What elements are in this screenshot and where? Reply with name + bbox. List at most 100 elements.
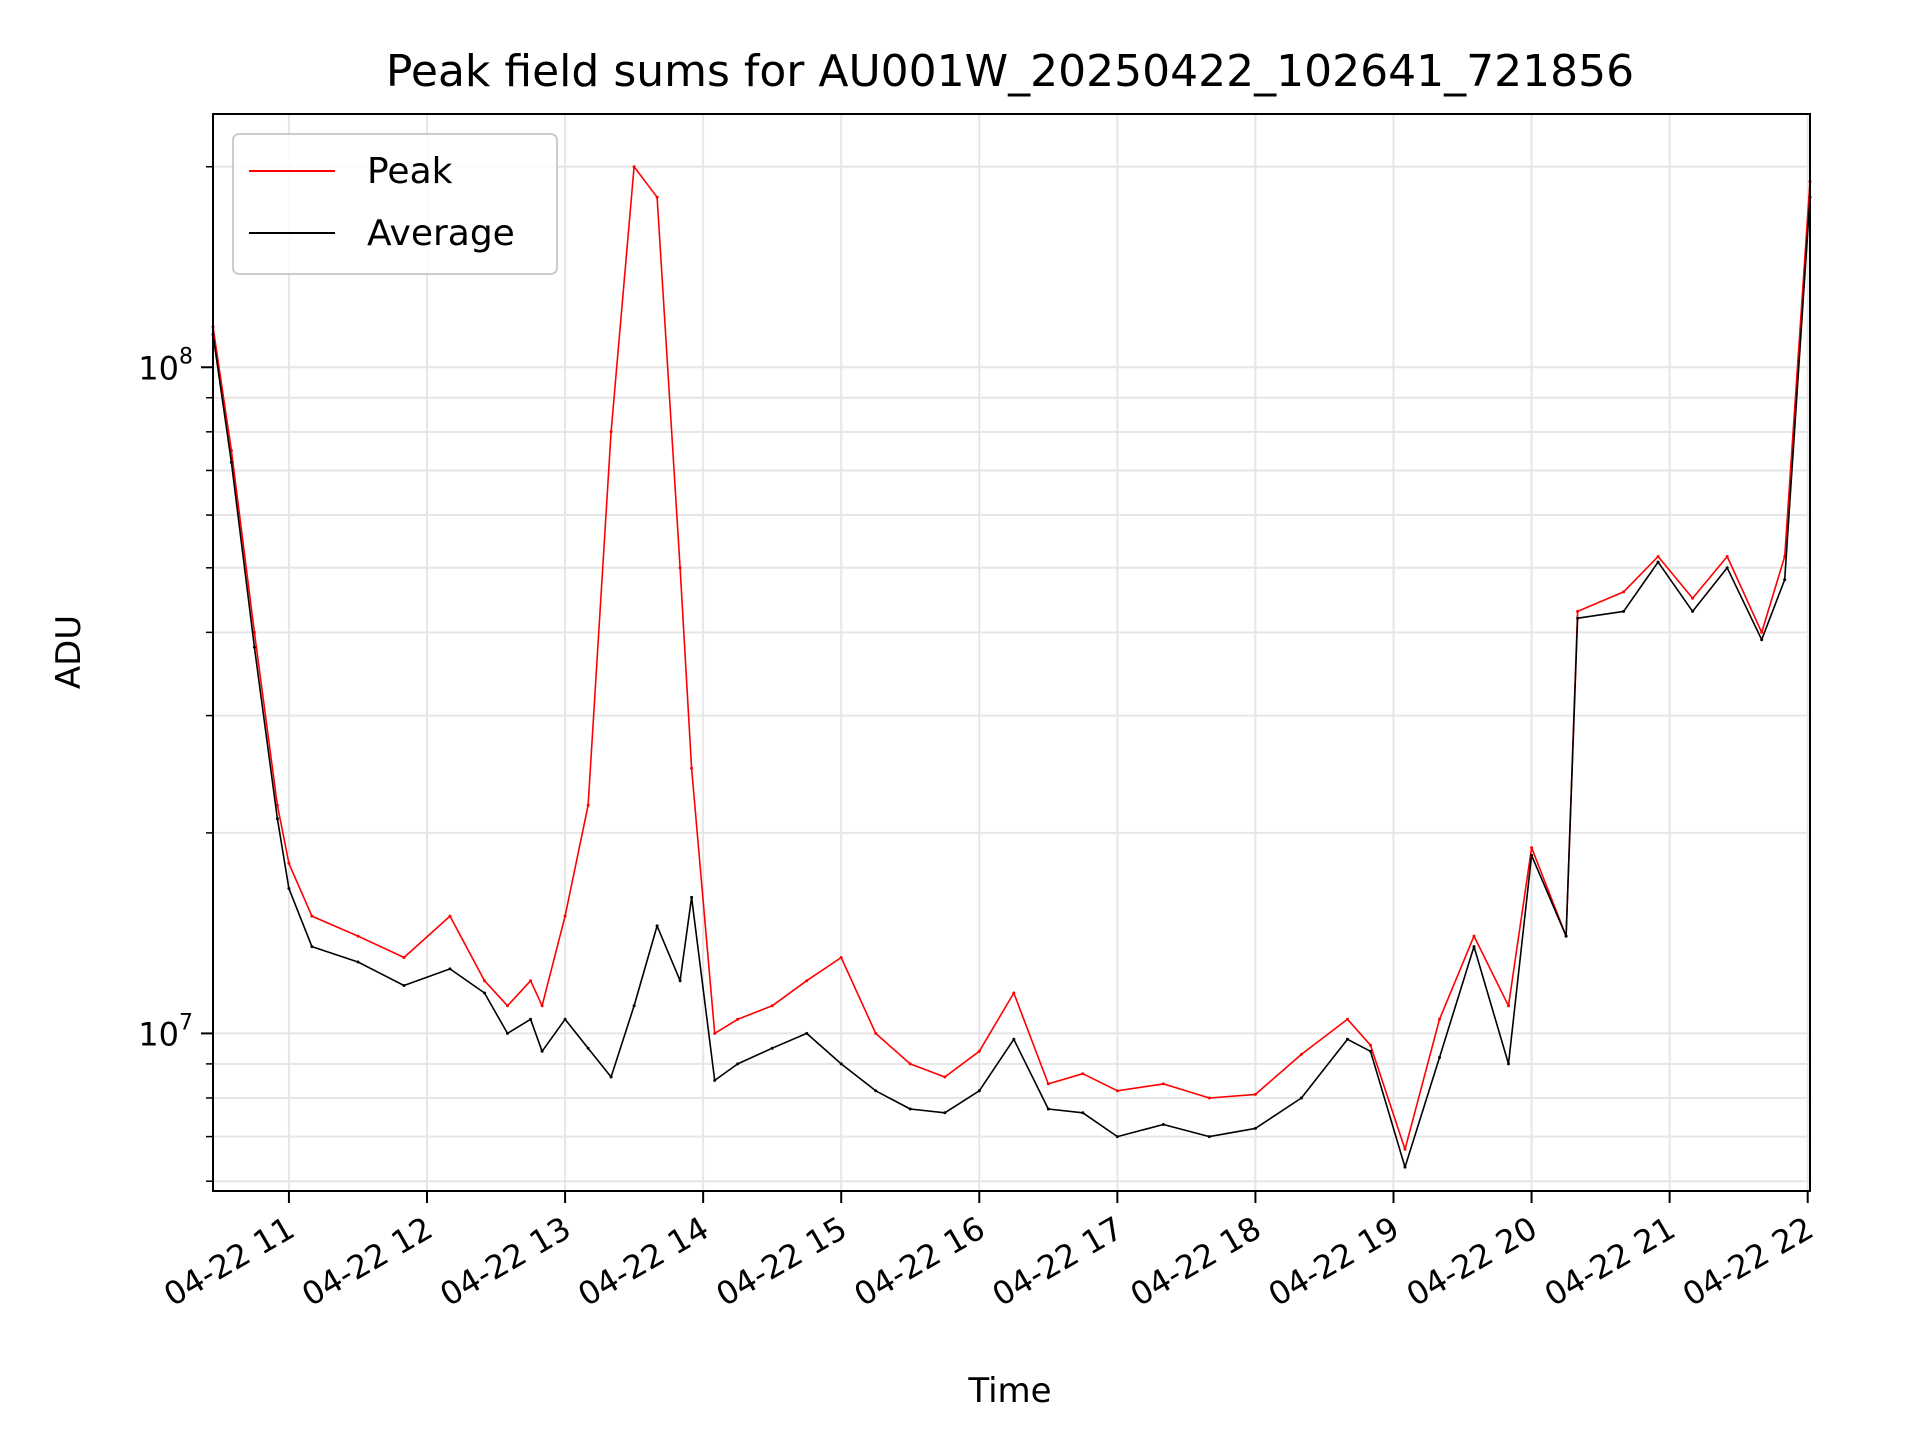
legend-label-average: Average — [367, 213, 515, 254]
x-axis-label: Time — [967, 1371, 1051, 1411]
data-point-peak — [1725, 555, 1729, 558]
axes-frame — [212, 113, 1811, 1192]
data-point-average — [586, 1046, 590, 1050]
data-point-peak — [874, 1031, 878, 1035]
data-point-peak — [805, 979, 809, 983]
data-point-peak — [356, 934, 360, 938]
data-point-peak — [1622, 590, 1626, 594]
data-point-peak — [943, 1075, 947, 1079]
data-point-peak — [736, 1017, 740, 1021]
legend-frame — [232, 133, 558, 275]
data-point-average — [1438, 1056, 1441, 1059]
data-point-peak — [1299, 1052, 1303, 1056]
data-point-peak — [287, 861, 291, 865]
data-point-peak — [448, 914, 452, 918]
data-point-average — [1564, 934, 1568, 938]
data-point-average — [252, 645, 256, 649]
data-point-average — [874, 1089, 878, 1093]
y-tick-exponent: 7 — [179, 1010, 193, 1035]
legend-label-peak: Peak — [367, 151, 453, 192]
data-point-average — [1530, 853, 1534, 857]
data-point-average — [1369, 1049, 1372, 1053]
data-point-peak — [1046, 1082, 1050, 1086]
data-point-peak — [1438, 1017, 1441, 1021]
data-point-average — [1783, 578, 1787, 582]
data-point-average — [1760, 638, 1764, 642]
data-point-peak — [1253, 1092, 1257, 1096]
data-point-peak — [1115, 1089, 1119, 1093]
data-point-peak — [586, 803, 590, 807]
data-point-peak — [483, 979, 486, 983]
y-axis-label: ADU — [49, 615, 89, 689]
data-point-average — [275, 817, 279, 821]
data-point-peak — [1081, 1072, 1085, 1076]
data-point-average — [506, 1031, 509, 1035]
data-point-peak — [402, 956, 406, 959]
data-point-average — [1576, 616, 1580, 620]
data-point-average — [690, 895, 694, 899]
y-tick-label: 107 — [138, 1010, 193, 1053]
data-point-average — [1299, 1096, 1303, 1100]
data-point-peak — [563, 914, 567, 918]
data-point-average — [1253, 1126, 1257, 1130]
data-point-average — [1161, 1123, 1165, 1126]
data-point-average — [1012, 1037, 1016, 1041]
data-point-average — [448, 967, 452, 971]
data-point-average — [678, 979, 682, 983]
y-tick-label: 108 — [138, 344, 193, 387]
y-tick-base: 10 — [138, 349, 179, 387]
plot-area — [211, 165, 1812, 1169]
data-point-peak — [1161, 1082, 1165, 1086]
data-point-peak — [1403, 1147, 1407, 1151]
data-point-average — [805, 1031, 809, 1035]
data-point-average — [655, 924, 659, 928]
data-point-peak — [506, 1004, 509, 1008]
data-point-average — [1346, 1037, 1349, 1041]
data-point-peak — [1507, 1004, 1510, 1008]
data-point-peak — [1656, 555, 1660, 558]
data-point-peak — [1691, 596, 1695, 600]
data-point-average — [1046, 1107, 1050, 1111]
data-point-peak — [632, 165, 636, 169]
data-point-average — [1622, 609, 1626, 613]
data-point-peak — [1207, 1096, 1211, 1100]
data-point-average — [770, 1046, 774, 1050]
data-point-average — [1691, 609, 1695, 613]
data-point-peak — [1012, 991, 1016, 995]
legend: Peak Average — [232, 133, 558, 275]
data-point-peak — [540, 1004, 544, 1008]
data-point-peak — [678, 566, 682, 570]
data-point-peak — [770, 1004, 774, 1008]
data-point-average — [943, 1111, 947, 1115]
data-point-average — [540, 1049, 544, 1053]
data-point-average — [1115, 1135, 1119, 1139]
data-point-peak — [275, 803, 279, 807]
data-point-peak — [1472, 934, 1476, 938]
data-point-average — [1081, 1111, 1085, 1115]
data-point-peak — [609, 430, 613, 434]
chart-title: Peak field sums for AU001W_20250422_1026… — [386, 46, 1634, 97]
data-point-average — [356, 960, 360, 964]
data-point-peak — [655, 195, 659, 199]
data-point-average — [402, 984, 406, 987]
data-point-average — [977, 1089, 981, 1093]
y-tick-exponent: 8 — [179, 344, 193, 369]
data-point-average — [1656, 560, 1660, 564]
data-point-peak — [529, 979, 533, 983]
data-point-peak — [1576, 609, 1580, 613]
data-point-average — [1207, 1135, 1211, 1139]
data-point-peak — [713, 1031, 717, 1035]
data-point-average — [736, 1062, 740, 1066]
data-point-average — [483, 991, 486, 995]
data-point-peak — [1346, 1017, 1349, 1021]
data-point-peak — [1760, 630, 1764, 634]
data-point-average — [1725, 566, 1729, 570]
data-point-average — [287, 887, 291, 890]
data-point-average — [1507, 1062, 1510, 1066]
data-point-peak — [839, 956, 843, 959]
data-point-average — [713, 1078, 717, 1082]
data-point-peak — [1530, 846, 1534, 850]
data-point-peak — [908, 1062, 912, 1066]
